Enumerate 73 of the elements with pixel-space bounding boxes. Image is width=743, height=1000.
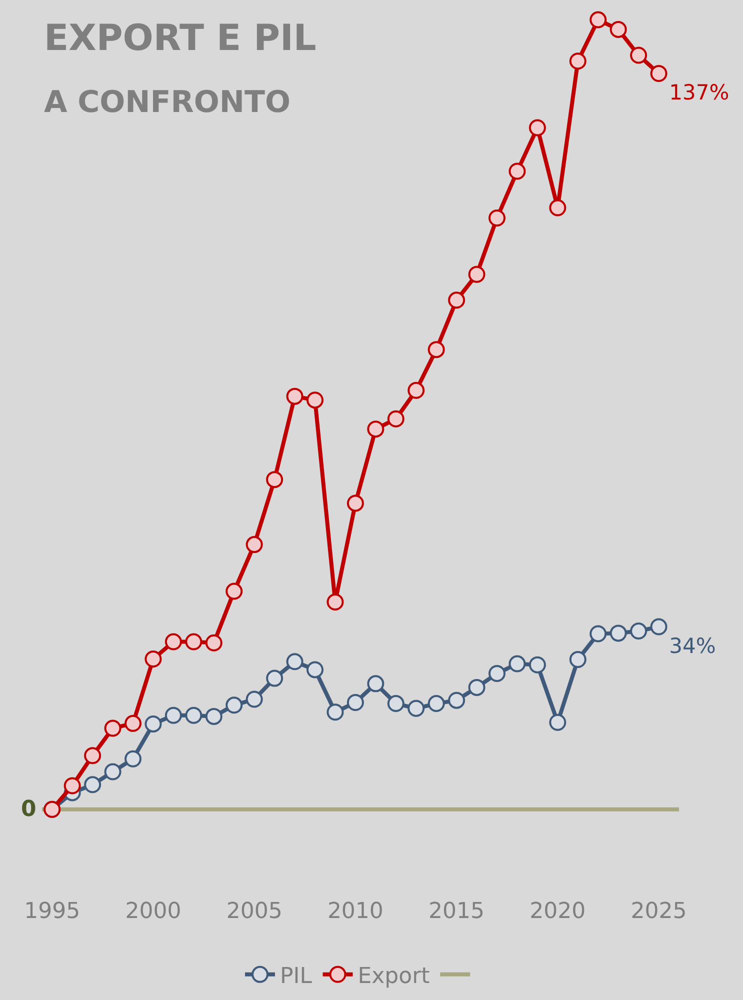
point <box>448 692 466 709</box>
point <box>387 695 404 712</box>
point <box>610 20 627 38</box>
point <box>246 536 263 554</box>
point <box>226 696 243 714</box>
point <box>488 664 506 682</box>
point <box>468 266 486 283</box>
point <box>549 714 566 731</box>
point <box>428 341 445 358</box>
point <box>346 694 364 711</box>
point <box>367 675 384 692</box>
point <box>590 11 607 28</box>
point <box>124 714 142 732</box>
text: A CONFRONTO <box>44 85 290 120</box>
point <box>610 624 627 642</box>
point <box>428 695 445 712</box>
point <box>650 618 668 636</box>
point <box>306 661 324 678</box>
point <box>104 720 122 737</box>
x-tick-label: 2020 <box>530 899 586 924</box>
point <box>448 292 466 309</box>
x-tick-label: 2025 <box>630 899 687 924</box>
point <box>64 777 81 794</box>
point <box>650 65 668 82</box>
chart-title: EXPORT E PIL <box>44 18 316 59</box>
legend-label: Export <box>358 964 430 989</box>
point <box>326 704 344 721</box>
point <box>205 634 222 652</box>
point <box>528 119 546 136</box>
point <box>408 700 425 717</box>
x-tick-label: 2005 <box>226 899 282 924</box>
point <box>549 199 566 216</box>
point <box>569 52 586 70</box>
x-tick-label: 2000 <box>125 899 182 924</box>
point <box>286 388 304 405</box>
data-label: 34% <box>669 634 716 658</box>
point <box>226 582 243 600</box>
point <box>488 209 506 226</box>
point <box>84 776 102 794</box>
point <box>205 708 222 725</box>
point <box>408 382 425 399</box>
point <box>164 706 182 724</box>
point <box>246 690 263 708</box>
point <box>286 653 304 670</box>
point <box>266 471 284 488</box>
point <box>630 622 648 640</box>
point <box>346 494 364 512</box>
point <box>144 715 162 732</box>
x-tick-label: 2010 <box>327 899 384 924</box>
data-label: 137% <box>669 80 730 105</box>
point <box>185 706 202 724</box>
x-tick-label: 1995 <box>24 899 80 924</box>
point <box>508 655 526 672</box>
point <box>164 633 182 650</box>
point <box>124 750 142 768</box>
point <box>306 392 324 409</box>
x-tick-label: 2015 <box>428 899 485 924</box>
point <box>185 633 202 650</box>
point <box>528 656 546 674</box>
point <box>468 678 486 696</box>
point <box>326 594 344 611</box>
point <box>104 763 122 780</box>
point <box>590 625 607 642</box>
text: 0 <box>21 797 36 822</box>
point <box>569 651 586 668</box>
point <box>144 650 162 668</box>
point <box>367 420 384 438</box>
point <box>266 670 284 687</box>
point <box>630 46 648 64</box>
point <box>387 410 404 428</box>
point <box>84 747 102 764</box>
point <box>508 162 526 180</box>
legend-label: PIL <box>280 964 313 989</box>
